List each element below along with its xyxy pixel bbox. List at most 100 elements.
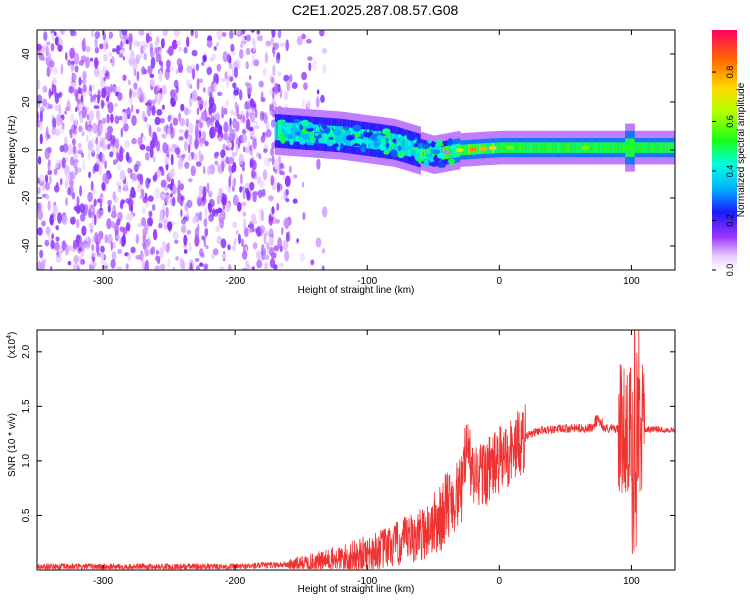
spectrogram-band-core: [623, 142, 626, 153]
spectrogram-noise-cell: [155, 249, 159, 256]
spectrogram-noise-cell: [119, 49, 125, 54]
spectrogram-band-core: [466, 144, 469, 155]
spectrogram-noise-cell: [57, 43, 63, 52]
spectrogram-ylabel: Frequency (Hz): [7, 116, 18, 185]
spectrogram-noise-cell: [180, 195, 185, 201]
spectrogram-noise-cell: [236, 104, 239, 117]
spectrogram-noise-cell: [81, 153, 84, 158]
spectrogram-noise-cell: [190, 262, 193, 270]
spectrogram-peak: [488, 146, 497, 150]
spectrogram-band-core: [534, 142, 537, 153]
spectrogram-noise-cell: [310, 259, 315, 266]
spectrogram-noise-cell: [194, 30, 198, 39]
spectrogram-noise-cell: [120, 40, 123, 51]
spectrogram-noise-cell: [229, 131, 233, 142]
spectrogram-noise-cell: [128, 204, 133, 212]
spectrogram-band-core: [450, 145, 453, 159]
spectrogram-noise-cell: [306, 100, 312, 109]
spectrogram-band-core: [602, 142, 605, 153]
spectrogram-noise-cell: [199, 248, 204, 257]
spectrogram-band-cell: [366, 129, 370, 133]
spectrogram-noise-cell: [217, 35, 223, 40]
spectrogram-noise-cell: [73, 88, 79, 97]
spectrogram-noise-cell: [106, 218, 112, 230]
spectrogram-noise-cell: [143, 52, 147, 61]
spectrogram-noise-cell: [73, 254, 79, 264]
spectrogram-noise-cell: [47, 159, 51, 171]
spectrogram-noise-cell: [150, 56, 156, 69]
spectrogram-noise-cell: [53, 66, 58, 75]
spectrogram-band-core: [476, 143, 479, 155]
spectrogram-noise-cell: [121, 30, 128, 36]
spectrogram-noise-cell: [123, 123, 129, 132]
spectrogram-noise-cell: [81, 106, 87, 119]
spectrogram-noise-cell: [277, 71, 282, 77]
spectrogram-noise-cell: [273, 264, 278, 270]
spectrogram-noise-cell: [201, 130, 206, 141]
spectrogram-noise-cell: [232, 82, 237, 89]
spectrogram-noise-cell: [67, 245, 74, 252]
spectrogram-noise-cell: [220, 149, 226, 159]
spectrogram-noise-cell: [164, 68, 170, 81]
spectrogram-noise-cell: [116, 151, 119, 163]
spectrogram-noise-cell: [249, 145, 252, 152]
spectrogram-noise-cell: [111, 210, 117, 219]
spectrogram-noise-cell: [167, 258, 171, 268]
spectrogram-noise-cell: [214, 151, 220, 156]
spectrogram-noise-cell: [147, 65, 153, 75]
spectrogram-noise-cell: [92, 188, 97, 196]
spectrogram-band-core: [568, 142, 570, 153]
spectrogram-band-core: [618, 142, 621, 153]
spectrogram-noise-cell: [110, 141, 115, 147]
spectrogram-noise-cell: [181, 222, 186, 234]
spectrogram-noise-cell: [142, 46, 146, 52]
spectrogram-band-core: [647, 142, 650, 153]
spectrogram-noise-cell: [88, 171, 91, 179]
spectrogram-band-cell: [333, 128, 342, 136]
spectrogram-noise-cell: [81, 225, 87, 236]
spectrogram-noise-cell: [301, 33, 306, 40]
spectrogram-noise-cell: [112, 241, 116, 249]
spectrogram-noise-cell: [90, 180, 94, 192]
spectrogram-noise-cell: [118, 236, 122, 245]
spectrogram-noise-cell: [125, 198, 131, 204]
spectrogram-noise-cell: [55, 128, 61, 137]
spectrogram-noise-cell: [125, 108, 130, 116]
spectrogram-band-core: [610, 142, 613, 153]
spectrogram-band-cell: [382, 128, 391, 135]
spectrogram-noise-cell: [46, 41, 51, 46]
spectrogram-ytick-label: -40: [21, 238, 32, 253]
spectrogram-band-core: [423, 145, 426, 159]
spectrogram-noise-cell: [251, 191, 258, 198]
spectrogram-noise-cell: [149, 103, 153, 111]
spectrogram-band-core: [617, 142, 620, 153]
spectrogram-noise-cell: [218, 187, 224, 200]
spectrogram-noise-cell: [248, 221, 253, 233]
spectrogram-noise-cell: [258, 180, 265, 188]
spectrogram-noise-cell: [140, 40, 146, 46]
colorbar-gradient: [712, 30, 737, 270]
spectrogram-noise-cell: [78, 125, 83, 133]
spectrogram-noise-cell: [215, 225, 221, 233]
spectrogram-noise-cell: [218, 208, 223, 214]
spectrogram-noise-cell: [152, 246, 156, 255]
spectrogram-noise-cell: [124, 139, 130, 149]
spectrogram-noise-cell: [106, 113, 110, 124]
spectrogram-noise-cell: [312, 59, 317, 72]
spectrogram-noise-cell: [58, 38, 64, 46]
spectrogram-band-cell: [430, 141, 436, 148]
spectrogram-band-cell: [340, 128, 345, 133]
spectrogram-noise-cell: [263, 114, 268, 124]
spectrogram-noise-cell: [127, 167, 131, 173]
spectrogram-noise-cell: [248, 75, 252, 80]
spectrogram-band-core: [400, 135, 402, 154]
spectrogram-band-cell: [416, 140, 422, 144]
spectrogram-band-core: [593, 142, 596, 153]
spectrogram-noise-cell: [170, 127, 175, 139]
spectrogram-noise-cell: [156, 127, 162, 133]
spectrogram-band-core: [281, 122, 284, 141]
spectrogram-noise-cell: [268, 236, 274, 247]
spectrogram-noise-cell: [253, 121, 258, 126]
spectrogram-noise-cell: [251, 170, 256, 178]
spectrogram-noise-cell: [223, 121, 229, 134]
